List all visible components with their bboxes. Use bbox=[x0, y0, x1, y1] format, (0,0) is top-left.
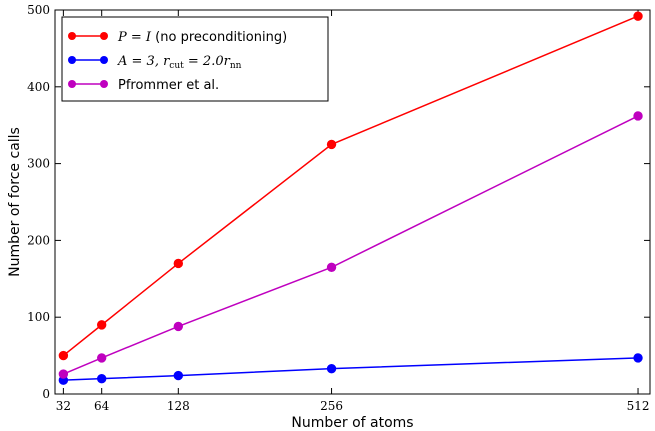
y-tick-label: 100 bbox=[27, 310, 50, 324]
y-tick-label: 500 bbox=[27, 3, 50, 17]
data-point-no-precond bbox=[97, 321, 105, 329]
series-line-pfrommer bbox=[63, 116, 638, 374]
y-tick-label: 300 bbox=[27, 157, 50, 171]
data-point-no-precond bbox=[634, 12, 642, 20]
series-line-a3 bbox=[63, 358, 638, 380]
x-tick-label: 256 bbox=[320, 399, 343, 413]
data-point-a3 bbox=[97, 374, 105, 382]
legend: P = I (no preconditioning)A = 3, rcut = … bbox=[62, 17, 328, 101]
legend-swatch-marker bbox=[100, 56, 108, 64]
series-a3 bbox=[59, 354, 642, 385]
data-point-pfrommer bbox=[174, 322, 182, 330]
data-point-a3 bbox=[174, 371, 182, 379]
y-axis-label: Number of force calls bbox=[7, 127, 23, 277]
data-point-a3 bbox=[327, 364, 335, 372]
data-point-no-precond bbox=[174, 259, 182, 267]
series-pfrommer bbox=[59, 112, 642, 378]
data-point-pfrommer bbox=[97, 354, 105, 362]
data-point-pfrommer bbox=[59, 370, 67, 378]
data-point-no-precond bbox=[59, 351, 67, 359]
data-point-no-precond bbox=[327, 140, 335, 148]
data-point-pfrommer bbox=[327, 263, 335, 271]
legend-swatch-marker bbox=[68, 32, 76, 40]
x-tick-label: 128 bbox=[167, 399, 190, 413]
y-tick-label: 0 bbox=[42, 387, 50, 401]
x-axis-label: Number of atoms bbox=[291, 415, 413, 431]
legend-swatch-marker bbox=[100, 80, 108, 88]
legend-swatch-marker bbox=[68, 56, 76, 64]
x-tick-label: 512 bbox=[627, 399, 650, 413]
y-tick-label: 400 bbox=[27, 80, 50, 94]
legend-label: P = I (no preconditioning) bbox=[117, 30, 287, 45]
data-point-pfrommer bbox=[634, 112, 642, 120]
legend-label: Pfrommer et al. bbox=[118, 78, 219, 93]
legend-swatch-marker bbox=[100, 32, 108, 40]
data-point-a3 bbox=[634, 354, 642, 362]
x-tick-label: 64 bbox=[94, 399, 110, 413]
legend-swatch-marker bbox=[68, 80, 76, 88]
x-tick-label: 32 bbox=[56, 399, 71, 413]
y-tick-label: 200 bbox=[27, 233, 50, 247]
